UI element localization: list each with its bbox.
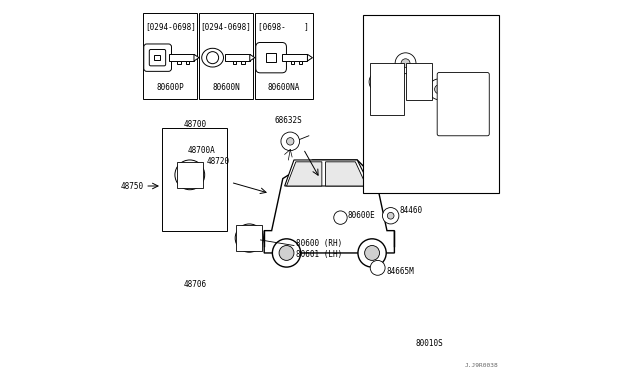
Bar [299, 61, 303, 64]
Circle shape [369, 71, 390, 92]
FancyBboxPatch shape [144, 44, 172, 71]
FancyBboxPatch shape [437, 73, 489, 136]
FancyBboxPatch shape [256, 42, 287, 73]
Text: 84665M: 84665M [387, 267, 415, 276]
Circle shape [358, 239, 386, 267]
Circle shape [370, 260, 385, 275]
FancyBboxPatch shape [149, 49, 166, 66]
Text: 48700A: 48700A [188, 146, 216, 155]
Polygon shape [326, 162, 367, 186]
Text: 80600 (RH): 80600 (RH) [296, 239, 342, 248]
Circle shape [383, 208, 399, 224]
Polygon shape [250, 54, 255, 61]
Circle shape [458, 101, 479, 122]
Bar [266, 53, 276, 62]
Text: [0698-    ]: [0698- ] [259, 22, 309, 31]
Circle shape [429, 79, 449, 100]
Polygon shape [285, 160, 370, 186]
Circle shape [375, 77, 384, 86]
Circle shape [279, 246, 294, 260]
Text: 80600N: 80600N [212, 83, 240, 92]
Text: 48720: 48720 [207, 157, 230, 166]
Bar [236, 225, 262, 251]
Circle shape [365, 246, 380, 260]
Bar [177, 162, 203, 188]
Polygon shape [194, 54, 199, 61]
Polygon shape [287, 162, 322, 186]
Polygon shape [169, 54, 194, 61]
Circle shape [401, 59, 410, 68]
Text: J.J9R0038: J.J9R0038 [465, 363, 499, 368]
Text: 68632S: 68632S [275, 116, 302, 125]
Text: 48750: 48750 [120, 182, 143, 190]
Bar [255, 13, 312, 99]
Text: 80600E: 80600E [348, 211, 376, 220]
Bar [162, 128, 227, 231]
Polygon shape [282, 54, 307, 61]
Circle shape [287, 138, 294, 145]
Bar [291, 61, 294, 64]
Polygon shape [225, 54, 250, 61]
Text: 80600P: 80600P [156, 83, 184, 92]
Text: 80010S: 80010S [416, 339, 444, 348]
Polygon shape [307, 54, 312, 61]
Text: 80600NA: 80600NA [268, 83, 300, 92]
Text: 80601 (LH): 80601 (LH) [296, 250, 342, 259]
Circle shape [281, 132, 300, 151]
Bar [154, 55, 161, 60]
Bar [363, 15, 499, 193]
Text: 48706: 48706 [184, 280, 207, 289]
Text: 84460: 84460 [400, 206, 423, 215]
Text: [0294-0698]: [0294-0698] [200, 22, 252, 31]
Circle shape [387, 212, 394, 219]
Circle shape [435, 85, 444, 94]
Bar [241, 61, 244, 64]
Bar [143, 13, 197, 99]
Circle shape [183, 168, 196, 182]
Bar [186, 61, 189, 64]
Circle shape [465, 107, 473, 116]
Polygon shape [264, 160, 394, 253]
Bar [177, 61, 180, 64]
Circle shape [243, 232, 255, 244]
Bar [233, 61, 236, 64]
Bar [406, 63, 431, 100]
Bar [370, 63, 404, 115]
Circle shape [235, 224, 264, 252]
Ellipse shape [202, 48, 223, 67]
Text: [0294-0698]: [0294-0698] [145, 22, 196, 31]
Circle shape [395, 53, 416, 74]
Bar [199, 13, 253, 99]
Circle shape [207, 52, 219, 64]
Text: 48700: 48700 [184, 120, 207, 129]
Circle shape [273, 239, 301, 267]
Circle shape [175, 160, 205, 190]
Circle shape [334, 211, 347, 224]
